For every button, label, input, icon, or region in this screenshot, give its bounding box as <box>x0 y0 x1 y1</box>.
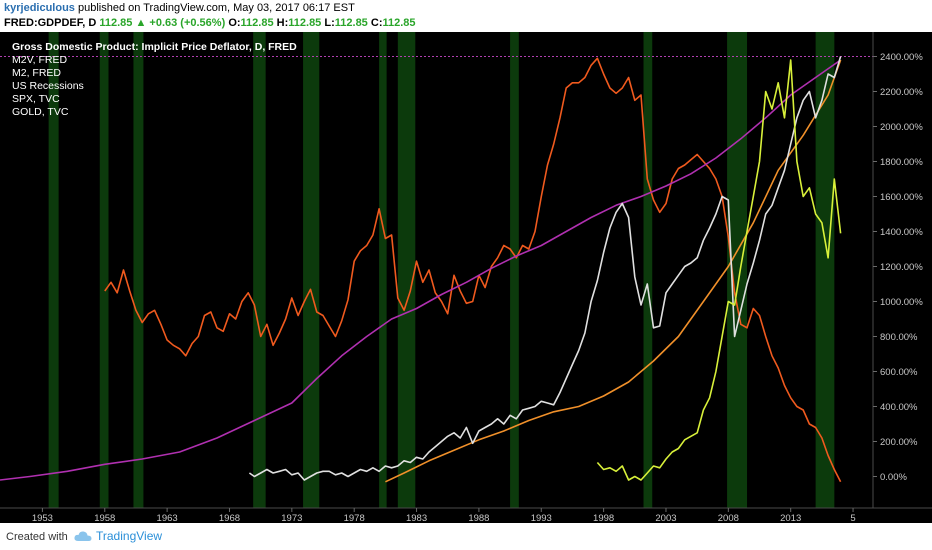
open-value: 112.85 <box>240 17 274 29</box>
series-line-gdpdef <box>104 57 842 483</box>
x-tick-label: 1988 <box>468 513 489 523</box>
y-tick-label: 800.00% <box>880 332 918 343</box>
x-tick-label: 1968 <box>219 513 240 523</box>
series-line-gold <box>596 59 842 481</box>
y-tick-label: 2000.00% <box>880 122 923 133</box>
recession-bands <box>48 32 835 508</box>
recession-band-1 <box>99 32 109 508</box>
x-tick-label: 5 <box>850 513 855 523</box>
recession-band-8 <box>643 32 653 508</box>
chart-background <box>0 32 932 523</box>
recession-band-2 <box>133 32 144 508</box>
y-tick-label: 1000.00% <box>880 297 923 308</box>
open-label: O: <box>228 17 241 29</box>
y-tick-label: 1400.00% <box>880 227 923 238</box>
recession-band-3 <box>253 32 266 508</box>
recession-band-0 <box>48 32 59 508</box>
y-tick-label: 1600.00% <box>880 192 923 203</box>
y-tick-label: 200.00% <box>880 437 918 448</box>
close-label: C: <box>370 17 383 29</box>
chart-header: kyrjediculous published on TradingView.c… <box>0 0 932 32</box>
high-label: H: <box>276 17 289 29</box>
y-tick-label: 1800.00% <box>880 157 923 168</box>
x-tick-label: 2013 <box>780 513 801 523</box>
tradingview-link[interactable]: TradingView <box>74 529 162 543</box>
chart-title: Gross Domestic Product: Implicit Price D… <box>12 41 297 53</box>
recession-band-5 <box>379 32 387 508</box>
legend-entry-m2v: M2V, FRED <box>12 54 67 66</box>
x-tick-label: 1973 <box>281 513 302 523</box>
tradingview-brand: TradingView <box>96 529 163 543</box>
high-value: 112.85 <box>288 17 322 29</box>
x-axis[interactable]: 1953 1958 1963 1968 1973 1978 1983 1988 1993 1998… <box>32 508 856 523</box>
y-axis[interactable]: 0.00% 200.00% 400.00% 600.00% 800.00% 1000.00… <box>873 52 923 483</box>
recession-band-10 <box>815 32 835 508</box>
legend-entry-recessions: US Recessions <box>12 80 84 92</box>
low-label: L: <box>324 17 335 29</box>
y-tick-label: 2400.00% <box>880 52 923 63</box>
recession-band-4 <box>303 32 320 508</box>
x-tick-label: 1978 <box>344 513 365 523</box>
x-tick-label: 1993 <box>531 513 552 523</box>
chart-footer: Created with TradingView <box>0 523 932 550</box>
created-with-text: Created with <box>6 531 68 543</box>
x-tick-label: 1963 <box>157 513 178 523</box>
y-tick-label: 1200.00% <box>880 262 923 273</box>
series-lines <box>0 56 842 483</box>
x-tick-label: 2008 <box>718 513 739 523</box>
legend-entry-m2: M2, FRED <box>12 67 61 79</box>
publish-line: kyrjediculous published on TradingView.c… <box>4 2 355 14</box>
up-arrow-icon: ▲ <box>135 17 147 29</box>
price-change: +0.63 (+0.56%) <box>149 17 226 29</box>
x-tick-label: 1998 <box>593 513 614 523</box>
author-link[interactable]: kyrjediculous <box>4 2 75 14</box>
symbol-label: FRED:GDPDEF, D <box>4 17 97 29</box>
legend-entry-spx: SPX, TVC <box>12 93 60 105</box>
recession-band-9 <box>727 32 748 508</box>
recession-band-7 <box>510 32 519 508</box>
last-price: 112.85 <box>99 17 133 29</box>
series-line-m2 <box>385 59 842 483</box>
close-value: 112.85 <box>382 17 416 29</box>
x-tick-label: 1953 <box>32 513 53 523</box>
x-tick-label: 2003 <box>655 513 676 523</box>
legend: Gross Domestic Product: Implicit Price D… <box>12 41 297 118</box>
y-tick-label: 2200.00% <box>880 87 923 98</box>
ohlc-line: FRED:GDPDEF, D 112.85 ▲ +0.63 (+0.56%) O… <box>4 17 416 29</box>
x-tick-label: 1983 <box>406 513 427 523</box>
y-tick-label: 0.00% <box>880 472 907 483</box>
cloud-icon <box>74 531 92 541</box>
recession-band-6 <box>397 32 416 508</box>
legend-entry-gold: GOLD, TVC <box>12 106 69 118</box>
x-tick-label: 1958 <box>94 513 115 523</box>
y-tick-label: 600.00% <box>880 367 918 378</box>
series-line-m2v <box>0 59 842 481</box>
price-chart[interactable]: 0.00% 200.00% 400.00% 600.00% 800.00% 1000.00… <box>0 32 932 523</box>
y-tick-label: 400.00% <box>880 402 918 413</box>
series-line-spx <box>248 56 842 481</box>
low-value: 112.85 <box>334 17 368 29</box>
publish-text: published on TradingView.com, May 03, 20… <box>77 2 355 14</box>
